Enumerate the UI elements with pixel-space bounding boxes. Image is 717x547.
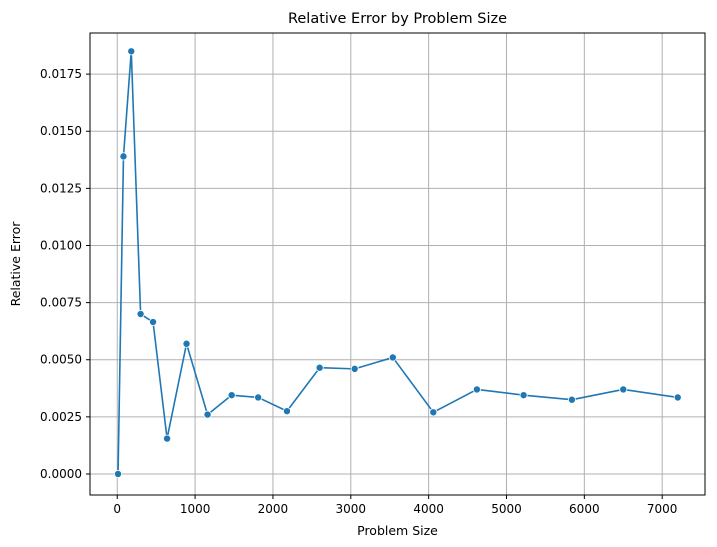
data-point [114,469,123,478]
data-point [429,408,438,417]
data-series [114,47,682,478]
data-point [136,310,145,319]
x-gridlines [116,33,663,495]
x-axis-ticks: 0 1000 2000 3000 4000 5000 6000 7000 [113,495,677,516]
x-tick-label: 3000 [336,502,367,516]
data-point [519,391,528,400]
data-point [203,410,212,419]
y-tick-label: 0.0075 [40,296,82,310]
data-point [619,385,628,394]
data-point [673,393,682,402]
plot-frame [89,32,706,496]
x-tick-label: 2000 [258,502,289,516]
x-tick-label: 0 [113,502,121,516]
data-point [350,364,359,373]
x-tick-label: 1000 [180,502,211,516]
y-tick-label: 0.0175 [40,67,82,81]
y-tick-label: 0.0125 [40,181,82,195]
data-point [149,318,158,327]
x-tick-label: 7000 [647,502,678,516]
y-axis-ticks: 0.0000 0.0025 0.0050 0.0075 0.0100 0.0125 0.01… [40,67,90,481]
x-axis-label: Problem Size [357,523,438,538]
data-point [315,363,324,372]
y-axis-label: Relative Error [8,221,23,307]
y-tick-label: 0.0025 [40,410,82,424]
data-point [472,385,481,394]
chart-title: Relative Error by Problem Size [288,11,507,27]
y-tick-label: 0.0100 [40,238,82,252]
series-line [117,50,678,474]
data-point [127,47,136,56]
data-point [227,391,236,400]
x-tick-label: 4000 [413,502,444,516]
y-tick-label: 0.0150 [40,124,82,138]
data-point [119,152,128,161]
data-point [388,353,397,362]
data-point [567,395,576,404]
data-point [282,407,291,416]
y-tick-label: 0.0000 [40,467,82,481]
x-tick-label: 5000 [491,502,522,516]
y-tick-label: 0.0050 [40,353,82,367]
data-point [163,434,172,443]
x-tick-label: 6000 [569,502,600,516]
data-point [254,393,263,402]
y-gridlines [90,73,705,475]
data-point [182,339,191,348]
